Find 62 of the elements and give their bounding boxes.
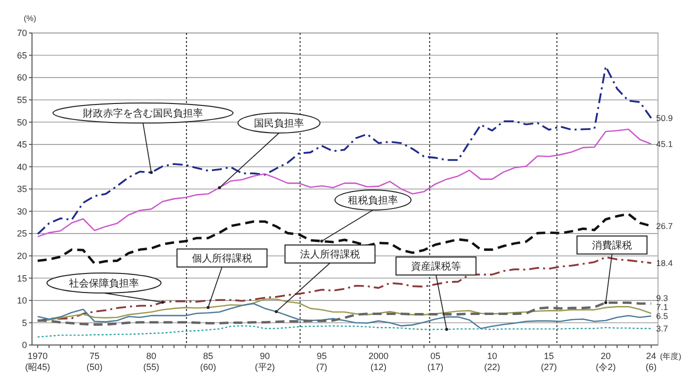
text: (令2) xyxy=(596,362,616,372)
text: (平2) xyxy=(254,362,275,372)
y-axis-title: (%) xyxy=(24,14,37,23)
line-series xyxy=(37,325,652,338)
x-tick-label: 20 xyxy=(600,351,611,361)
callout-label: 消費課税 xyxy=(576,236,648,304)
y-tick-label: 55 xyxy=(16,95,27,106)
callout-label: 国民負担率 xyxy=(218,112,320,190)
text: (17) xyxy=(427,362,444,372)
x-tick-label: 24 xyxy=(646,351,656,361)
point xyxy=(320,240,324,243)
y-tick-label: 40 xyxy=(16,162,27,172)
text: (6) xyxy=(646,362,657,372)
callout-label: 資産課税等 xyxy=(396,256,476,331)
data-label: 3.7 xyxy=(656,323,668,334)
text: (12) xyxy=(370,362,387,372)
y-tick-label: 25 xyxy=(16,228,27,239)
callout-label: 財政赤字を含む国民負担率 xyxy=(52,102,234,174)
y-tick-label: 10 xyxy=(16,296,27,306)
line-series xyxy=(37,128,652,238)
x-tick-label: 15 xyxy=(544,351,554,361)
data-label: 50.9 xyxy=(656,113,673,124)
text: (7) xyxy=(316,362,328,372)
line-series xyxy=(36,66,652,235)
x-tick-label: 95 xyxy=(316,351,327,361)
data-label: 26.7 xyxy=(656,220,673,231)
y-tick-label: 0 xyxy=(22,340,27,350)
y-tick-label: 45 xyxy=(16,140,27,150)
y-tick-label: 65 xyxy=(16,50,27,60)
text: (60) xyxy=(200,362,216,372)
callout-label: 法人所得課税 xyxy=(274,244,376,314)
callout-label: 個人所得課税 xyxy=(176,248,268,310)
data-label: 6.5 xyxy=(656,311,668,322)
x-tick-label: 75 xyxy=(89,351,100,361)
x-tick-label: 1970 xyxy=(28,351,48,361)
series-label: 社会保障負担率 xyxy=(69,278,139,290)
x-tick-label: 10 xyxy=(487,351,498,361)
text: (50) xyxy=(86,362,102,372)
x-axis-title: (年度) xyxy=(660,352,682,361)
x-tick-label: 85 xyxy=(203,351,214,361)
y-tick-label: 35 xyxy=(16,184,27,194)
x-tick-label: 80 xyxy=(146,351,156,361)
y-tick-label: 15 xyxy=(16,273,27,284)
data-label: 18.4 xyxy=(656,258,673,268)
y-tick-label: 50 xyxy=(16,117,27,128)
data-label: 45.1 xyxy=(656,138,673,149)
text: (27) xyxy=(540,362,557,372)
line-series xyxy=(37,298,652,322)
y-tick-label: 70 xyxy=(16,28,27,38)
data-label: 7.1 xyxy=(656,302,668,312)
text: (55) xyxy=(143,362,160,372)
x-tick-label: 05 xyxy=(430,351,440,361)
text: (22) xyxy=(484,362,500,372)
y-tick-label: 30 xyxy=(16,206,27,216)
callout-label: 租税負担率 xyxy=(320,190,412,243)
y-tick-label: 60 xyxy=(16,72,27,83)
data-label: 9.3 xyxy=(656,293,668,304)
y-tick-label: 20 xyxy=(16,251,27,262)
x-tick-label: 90 xyxy=(260,351,270,361)
y-tick-label: 5 xyxy=(22,318,27,328)
text: (昭45) xyxy=(25,362,50,372)
x-tick-label: 2000 xyxy=(368,351,389,361)
